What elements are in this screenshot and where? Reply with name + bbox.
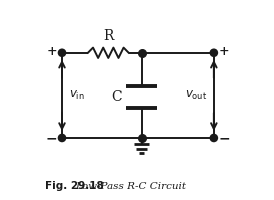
Circle shape [59, 135, 65, 141]
Text: $\mathit{v}_{\rm in}$: $\mathit{v}_{\rm in}$ [69, 89, 85, 102]
Text: R: R [103, 29, 113, 43]
Text: $\mathit{v}_{\rm out}$: $\mathit{v}_{\rm out}$ [185, 89, 207, 102]
Text: −: − [218, 132, 230, 146]
Text: Fig. 29.18: Fig. 29.18 [45, 181, 104, 191]
Circle shape [210, 49, 217, 56]
Text: −: − [46, 132, 58, 146]
Text: +: + [219, 45, 229, 58]
Text: +: + [47, 45, 57, 58]
Circle shape [210, 135, 217, 141]
Circle shape [59, 49, 65, 56]
Text: C: C [112, 90, 122, 104]
Text: Low-Pass R-C Circuit: Low-Pass R-C Circuit [75, 182, 186, 191]
